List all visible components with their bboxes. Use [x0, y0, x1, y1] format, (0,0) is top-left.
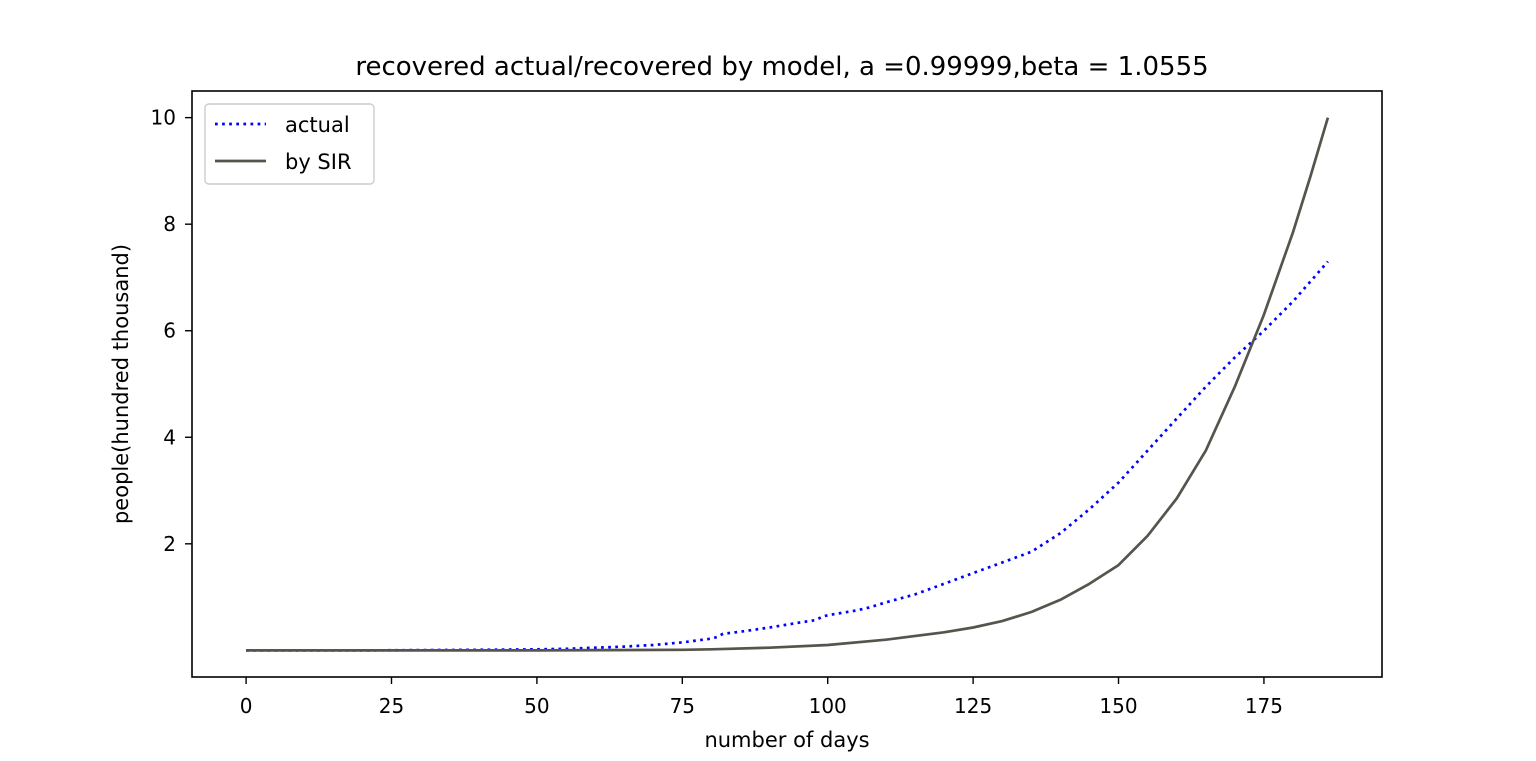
x-axis: 0 25 50 75 100 125 150 175 — [240, 677, 1283, 718]
x-tick-label: 50 — [524, 694, 549, 718]
x-tick-label: 150 — [1099, 694, 1137, 718]
x-tick-label: 25 — [379, 694, 404, 718]
y-axis: 2 4 6 8 10 — [151, 106, 192, 556]
legend-box — [204, 103, 375, 185]
x-axis-label: number of days — [704, 728, 869, 752]
x-tick-label: 175 — [1245, 694, 1283, 718]
x-tick-label: 100 — [809, 694, 847, 718]
y-tick-label: 6 — [163, 319, 176, 343]
y-tick-label: 4 — [163, 425, 176, 449]
chart-title: recovered actual/recovered by model, a =… — [355, 52, 1208, 82]
plot-frame — [191, 90, 1383, 678]
y-tick-label: 10 — [151, 106, 176, 130]
series-line-by-sir — [246, 117, 1330, 652]
legend-label: by SIR — [285, 150, 352, 174]
y-tick-label: 2 — [163, 532, 176, 556]
y-axis-label: people(hundred thousand) — [109, 244, 133, 524]
y-tick-label: 8 — [163, 212, 176, 236]
x-tick-label: 125 — [954, 694, 992, 718]
legend-label: actual — [285, 113, 350, 137]
series-line-actual — [246, 260, 1329, 652]
x-tick-label: 75 — [670, 694, 695, 718]
plot-area — [246, 117, 1330, 652]
legend: actual by SIR — [204, 103, 375, 185]
x-tick-label: 0 — [240, 694, 253, 718]
